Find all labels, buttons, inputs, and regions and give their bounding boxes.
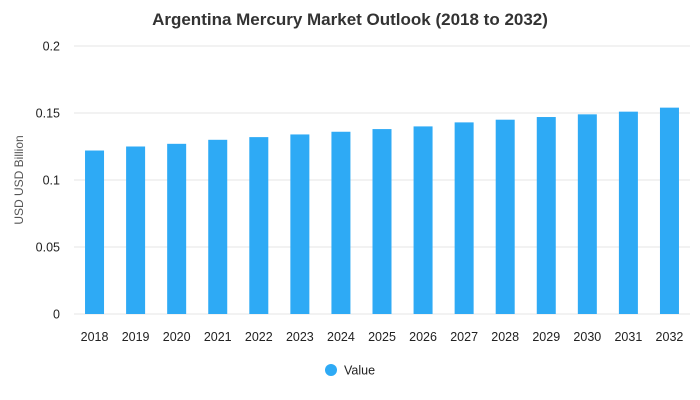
x-tick-label: 2019 [122, 330, 150, 344]
x-tick-label: 2025 [368, 330, 396, 344]
x-tick-label: 2022 [245, 330, 273, 344]
x-tick-label: 2023 [286, 330, 314, 344]
x-tick-label: 2032 [656, 330, 684, 344]
bar-2024[interactable] [331, 131, 351, 314]
bar-2020[interactable] [167, 143, 187, 314]
bar-2022[interactable] [249, 137, 269, 314]
y-tick-label: 0.1 [43, 174, 60, 188]
x-tick-label: 2027 [450, 330, 478, 344]
x-tick-label: 2024 [327, 330, 355, 344]
legend: Value [325, 364, 375, 378]
bar-2031[interactable] [618, 111, 638, 314]
x-tick-label: 2026 [409, 330, 437, 344]
y-tick-label: 0.15 [36, 107, 60, 121]
bar-2029[interactable] [536, 117, 556, 315]
bar-2021[interactable] [208, 139, 228, 314]
x-axis-ticks: 2018 2019 2020 2021 2022 2023 2024 2025 2026 2027… [81, 330, 684, 344]
y-tick-label: 0 [53, 308, 60, 322]
x-tick-label: 2018 [81, 330, 109, 344]
bar-2019[interactable] [126, 146, 146, 315]
legend-label-value: Value [344, 364, 375, 378]
bar-2030[interactable] [577, 114, 597, 314]
y-tick-label: 0.2 [43, 40, 60, 54]
bar-2018[interactable] [85, 150, 105, 314]
x-tick-label: 2020 [163, 330, 191, 344]
x-tick-label: 2029 [532, 330, 560, 344]
bar-series [85, 107, 679, 315]
bar-2026[interactable] [413, 126, 433, 315]
x-tick-label: 2031 [614, 330, 642, 344]
y-axis-label: USD USD Billion [12, 135, 26, 224]
bar-2027[interactable] [454, 122, 474, 314]
bar-2025[interactable] [372, 129, 392, 314]
bar-2028[interactable] [495, 119, 515, 314]
legend-marker-value [325, 364, 337, 376]
x-tick-label: 2028 [491, 330, 519, 344]
chart-title: Argentina Mercury Market Outlook (2018 t… [152, 10, 548, 29]
x-tick-label: 2030 [573, 330, 601, 344]
x-tick-label: 2021 [204, 330, 232, 344]
y-tick-label: 0.05 [36, 241, 60, 255]
bar-2032[interactable] [659, 107, 679, 314]
bar-2023[interactable] [290, 134, 310, 314]
y-axis-ticks: 0 0.05 0.1 0.15 0.2 [36, 40, 60, 322]
